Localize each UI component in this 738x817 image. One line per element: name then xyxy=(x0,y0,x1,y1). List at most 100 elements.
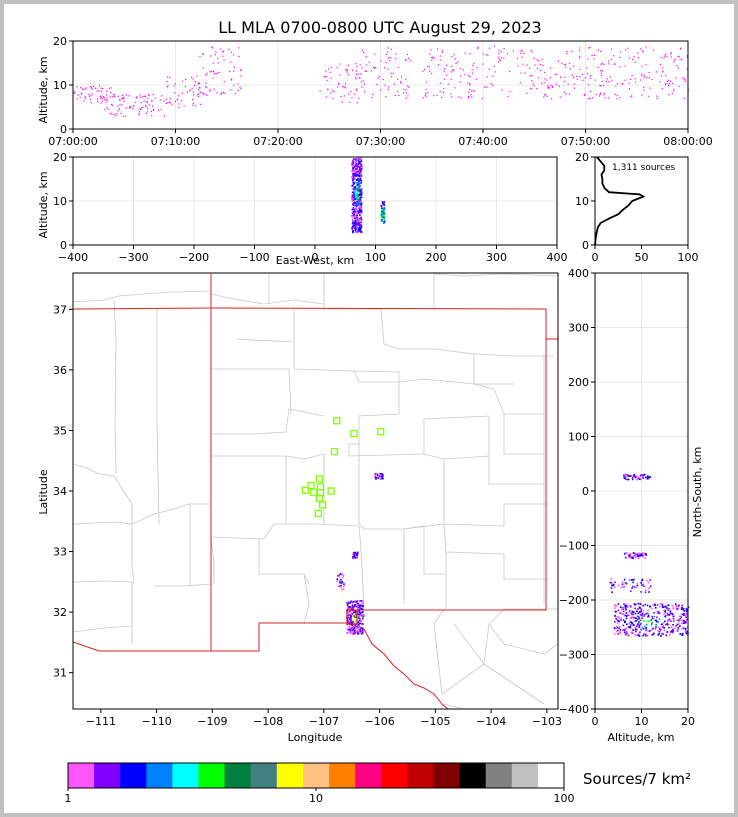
plan-view-source xyxy=(348,616,350,619)
time-height-source xyxy=(403,92,405,94)
time-height-source xyxy=(407,85,409,87)
time-height-source xyxy=(433,95,435,97)
height-ns-source xyxy=(634,620,636,623)
height-ns-source xyxy=(665,634,667,637)
time-height-source xyxy=(154,97,156,99)
time-height-source xyxy=(140,96,142,99)
height-ns-source xyxy=(651,615,653,618)
time-height-source xyxy=(96,98,98,100)
plan-view-source xyxy=(336,578,339,580)
height-ns-source xyxy=(623,578,626,581)
time-height-source xyxy=(619,56,621,59)
time-height-source xyxy=(355,76,357,78)
time-height-source xyxy=(125,115,127,117)
time-height-source xyxy=(664,55,666,57)
time-height-source xyxy=(91,93,93,95)
time-height-source xyxy=(498,58,500,60)
time-height-source xyxy=(165,98,168,100)
height-ns-source xyxy=(672,614,675,616)
ew-height-source xyxy=(354,221,356,223)
plan-view-xtick-label: −103 xyxy=(532,715,562,728)
time-height-source xyxy=(544,94,546,96)
time-height-source xyxy=(579,76,581,78)
time-height-source xyxy=(680,47,682,49)
time-height-source xyxy=(589,90,591,92)
height-ns-source xyxy=(672,607,675,609)
time-height-source xyxy=(425,92,427,94)
lma-station-marker xyxy=(310,488,318,496)
time-height-source xyxy=(464,73,466,76)
time-height-source xyxy=(610,48,613,50)
time-height-source xyxy=(441,51,443,53)
time-height-source xyxy=(564,64,567,66)
plan-view-source xyxy=(362,602,365,604)
height-ns-source xyxy=(626,627,628,630)
height-ns-source xyxy=(617,622,619,624)
height-ns-source xyxy=(664,609,667,612)
time-height-source xyxy=(482,98,484,100)
ew-height-source xyxy=(351,218,354,220)
plan-view-source xyxy=(353,615,356,617)
time-height-source xyxy=(239,86,241,88)
time-height-source xyxy=(90,98,92,100)
height-ns-source xyxy=(638,557,640,560)
height-ns-xtick-label: 20 xyxy=(681,715,695,728)
height-ns-source xyxy=(656,612,659,615)
plan-view-source xyxy=(351,621,354,624)
time-height-source xyxy=(451,96,453,98)
height-ns-source xyxy=(621,581,624,584)
height-ns-source xyxy=(624,581,627,584)
time-height-source xyxy=(477,46,479,48)
height-ns-source xyxy=(633,554,636,557)
time-height-source xyxy=(472,65,474,67)
ew-height-source xyxy=(352,159,354,162)
height-ns-source xyxy=(648,587,650,590)
height-ns-source xyxy=(640,475,642,478)
height-ns-source xyxy=(679,618,682,621)
plan-view-source xyxy=(343,582,345,584)
ew-height-source xyxy=(357,231,359,233)
plan-view-ytick-label: 36 xyxy=(53,364,67,377)
time-height-source xyxy=(545,94,547,96)
altitude-histogram-xtick-label: 100 xyxy=(678,251,699,264)
lma-station-marker xyxy=(307,481,315,490)
time-height-source xyxy=(158,109,160,112)
ew-height-source xyxy=(360,176,362,178)
ew-height-source xyxy=(383,204,385,206)
height-ns-source xyxy=(618,616,620,619)
county-boundaries xyxy=(73,273,558,709)
time-height-source xyxy=(595,94,597,96)
time-height-source xyxy=(568,93,571,95)
colorbar-swatch xyxy=(68,763,95,788)
height-ns-source xyxy=(675,606,677,608)
time-height-source xyxy=(678,85,680,88)
height-ns-source xyxy=(632,557,634,560)
time-height-source xyxy=(110,87,112,89)
time-height-source xyxy=(202,92,204,94)
time-height-source xyxy=(482,63,484,65)
time-height-source xyxy=(146,102,148,104)
plan-view-source xyxy=(358,606,360,609)
time-height-source xyxy=(181,92,184,94)
height-ns-source xyxy=(660,635,662,637)
time-height-source xyxy=(211,46,213,48)
plan-view-source xyxy=(362,600,364,603)
ew-height-source xyxy=(355,164,357,166)
height-ns-source xyxy=(650,623,653,626)
time-height-source xyxy=(208,90,210,92)
height-ns-source xyxy=(618,631,621,634)
plan-view-source xyxy=(351,606,354,608)
time-height-source xyxy=(237,89,239,91)
ew-height-source xyxy=(358,228,361,231)
plan-view-source xyxy=(347,619,349,622)
time-height-source xyxy=(633,56,635,58)
ew-height-source xyxy=(355,197,358,200)
time-height-source xyxy=(223,92,225,94)
height-ns-source xyxy=(624,614,627,617)
ew-height-source xyxy=(380,218,383,221)
time-height-source xyxy=(551,85,553,87)
height-ns-source xyxy=(633,552,636,554)
time-height-source xyxy=(80,87,82,89)
height-ns-source xyxy=(638,478,641,480)
time-height-source xyxy=(360,73,362,75)
